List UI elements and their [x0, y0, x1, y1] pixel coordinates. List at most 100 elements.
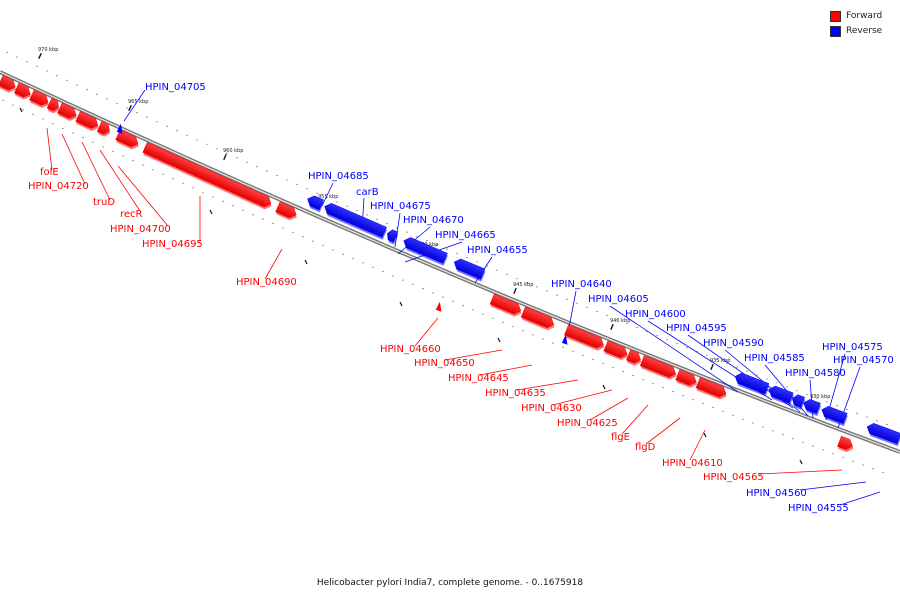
leader-hpin-04685 [321, 182, 334, 207]
minor-tick-outer [346, 205, 348, 207]
minor-tick-inner [642, 379, 644, 381]
minor-tick-inner [842, 456, 844, 459]
minor-tick-inner [692, 398, 694, 401]
minor-tick-inner [622, 371, 624, 373]
gene-label-hpin-04655: HPIN_04655 [467, 245, 528, 256]
gene-label-flge: flgE [611, 432, 630, 443]
gene-d [46, 97, 60, 114]
gene-h [115, 129, 139, 150]
legend-reverse-label: Reverse [846, 26, 883, 36]
minor-tick-inner [72, 132, 74, 134]
minor-tick-inner [782, 434, 784, 436]
inner-tick [19, 107, 23, 113]
minor-tick-inner [452, 300, 454, 302]
minor-tick-outer [296, 183, 298, 185]
minor-tick-outer [416, 235, 418, 237]
minor-tick-outer [356, 209, 358, 212]
minor-tick-inner [462, 305, 464, 307]
gene-hpin-04565-feature [837, 435, 854, 453]
minor-tick-outer [586, 306, 588, 308]
minor-tick-outer [756, 374, 758, 376]
minor-tick-outer [656, 335, 658, 337]
minor-tick-inner [42, 118, 44, 120]
leader-hpin-04705 [123, 89, 146, 122]
gene-n [603, 340, 628, 361]
gene-label-hpin-04700: HPIN_04700 [110, 224, 171, 235]
minor-tick-outer [186, 134, 188, 136]
minor-tick-inner [592, 358, 594, 361]
minor-tick-inner [182, 182, 184, 184]
minor-tick-outer [226, 152, 228, 154]
minor-tick-inner [22, 109, 24, 111]
minor-tick-inner [372, 266, 374, 268]
minor-tick-outer [86, 89, 88, 91]
gene-label-hpin-04670: HPIN_04670 [403, 215, 464, 226]
minor-tick-outer [246, 161, 248, 163]
gene-e [57, 102, 77, 121]
minor-tick-outer [276, 174, 278, 177]
minor-tick-inner [2, 99, 4, 101]
minor-tick-inner [292, 231, 294, 233]
minor-tick-inner [172, 178, 174, 180]
minor-tick-inner [302, 236, 304, 238]
minor-tick-inner [322, 244, 324, 247]
minor-tick-inner [502, 321, 504, 323]
minor-tick-outer [636, 327, 638, 329]
minor-tick-inner [552, 342, 554, 344]
legend: Forward Reverse [830, 9, 890, 39]
tick-label: 930 kbp [810, 394, 830, 400]
gene-label-hpin-04685: HPIN_04685 [308, 171, 369, 182]
gene-j [275, 201, 297, 221]
minor-tick-outer [766, 378, 768, 380]
minor-tick-outer [116, 102, 118, 105]
leader-hpin-04720 [61, 133, 86, 185]
leader-hpin-04560 [799, 481, 867, 491]
minor-tick-outer [16, 56, 18, 58]
minor-tick-outer [506, 273, 508, 275]
minor-tick-outer [326, 196, 328, 199]
minor-tick-inner [212, 196, 214, 198]
backbone-highlight [0, 71, 900, 453]
minor-tick-outer [516, 277, 518, 280]
minor-tick-outer [666, 339, 668, 341]
minor-tick-inner [542, 338, 544, 340]
minor-tick-inner [92, 141, 94, 143]
leader-hpin-04605 [609, 305, 739, 393]
gene-label-hpin-04650: HPIN_04650 [414, 358, 475, 369]
gene-label-hpin-04630: HPIN_04630 [521, 403, 582, 414]
leader-hpin-04630 [552, 389, 613, 406]
minor-tick-outer [66, 79, 68, 81]
gene-label-trud: truD [93, 197, 115, 208]
minor-tick-outer [306, 188, 308, 190]
minor-tick-inner [852, 460, 854, 462]
minor-tick-inner [602, 362, 604, 365]
minor-tick-inner [242, 209, 244, 211]
minor-tick-outer [886, 423, 888, 426]
gene-label-hpin-04600: HPIN_04600 [625, 309, 686, 320]
gene-a [0, 75, 16, 93]
minor-tick-inner [52, 123, 54, 125]
minor-tick-outer [336, 201, 338, 203]
gene-g [96, 120, 111, 137]
minor-tick-outer [76, 84, 78, 86]
minor-tick-inner [432, 292, 434, 294]
minor-tick-outer [796, 389, 798, 392]
minor-tick-outer [726, 362, 728, 364]
leader-hpin-04660 [414, 317, 439, 347]
gene-k [489, 293, 522, 317]
gene-y [768, 385, 794, 406]
minor-tick-outer [826, 401, 828, 403]
minor-tick-inner [562, 346, 564, 348]
minor-tick-outer [746, 370, 748, 372]
minor-tick-outer [866, 416, 868, 418]
minor-tick-inner [482, 313, 484, 315]
gene-label-hpin-04690: HPIN_04690 [236, 277, 297, 288]
minor-tick-outer [606, 314, 608, 317]
minor-tick-inner [142, 164, 144, 166]
minor-tick-inner [732, 414, 734, 416]
minor-tick-outer [806, 393, 808, 395]
minor-tick-outer [786, 386, 788, 388]
leader-recr [99, 149, 141, 212]
gene-ab [821, 406, 848, 427]
